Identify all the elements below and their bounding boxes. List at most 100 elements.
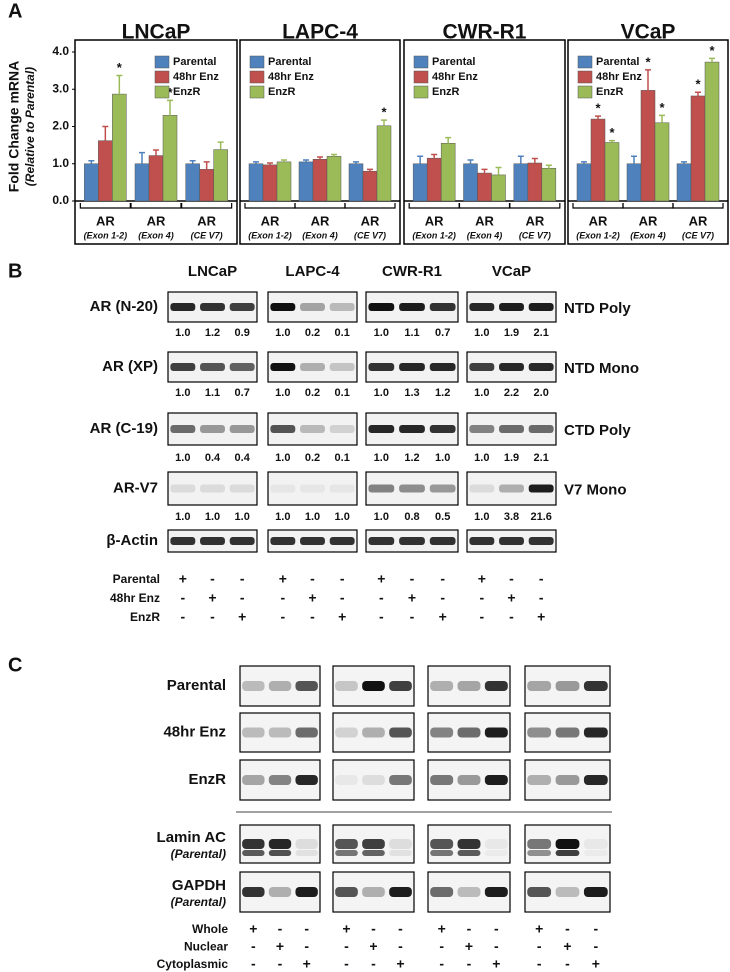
blot-band bbox=[389, 887, 412, 897]
legend-swatch bbox=[577, 70, 593, 84]
condition-sign: - bbox=[210, 609, 215, 625]
condition-label: 48hr Enz bbox=[110, 591, 160, 605]
legend-swatch bbox=[413, 55, 429, 69]
blot-band bbox=[229, 303, 255, 311]
error-bar bbox=[595, 115, 601, 120]
fraction-sign: - bbox=[304, 921, 309, 937]
blot-band bbox=[527, 839, 552, 849]
legend-label: EnzR bbox=[432, 86, 460, 98]
x-tick-label: AR bbox=[689, 213, 708, 228]
blot-label: AR-V7 bbox=[113, 479, 158, 496]
fraction-sign: - bbox=[251, 938, 256, 954]
fraction-sign: - bbox=[371, 956, 376, 972]
blot-band bbox=[484, 850, 508, 856]
bar bbox=[326, 156, 342, 202]
blot-band bbox=[368, 484, 395, 493]
fraction-label: Cytoplasmic bbox=[157, 957, 229, 971]
fraction-sign: - bbox=[593, 938, 598, 954]
blot-label: Lamin AC bbox=[157, 829, 227, 846]
blot-band bbox=[469, 303, 495, 311]
category-bracket bbox=[79, 203, 131, 209]
quantification: 0.5 bbox=[435, 511, 450, 523]
bar bbox=[84, 163, 99, 202]
error-bar bbox=[281, 159, 287, 162]
error-bar bbox=[167, 99, 173, 116]
blot-band bbox=[300, 303, 325, 311]
blot-band bbox=[399, 425, 425, 433]
blot-band bbox=[335, 887, 358, 897]
cell-line-label: VCaP bbox=[492, 263, 531, 280]
blot-band bbox=[499, 484, 524, 493]
chart-frame bbox=[403, 39, 566, 245]
blot-label: GAPDH bbox=[172, 877, 226, 894]
legend-label: 48hr Enz bbox=[432, 71, 478, 83]
condition-sign: + bbox=[537, 609, 545, 625]
bar bbox=[491, 174, 506, 202]
condition-sign: - bbox=[340, 571, 345, 587]
condition-sign: + bbox=[377, 571, 385, 587]
quantification: 0.2 bbox=[305, 452, 320, 464]
significance-mark: * bbox=[609, 125, 615, 140]
legend-label: 48hr Enz bbox=[173, 71, 219, 83]
bar bbox=[376, 125, 392, 202]
x-tick-note: (Exon 4) bbox=[138, 230, 174, 240]
condition-sign: - bbox=[310, 571, 315, 587]
bar bbox=[112, 93, 127, 202]
chart-frame bbox=[74, 39, 238, 245]
blot-band bbox=[527, 681, 552, 691]
blot-band bbox=[389, 681, 412, 691]
legend-swatch bbox=[154, 70, 170, 84]
blot-band bbox=[399, 484, 425, 493]
error-bar bbox=[695, 91, 701, 96]
bar bbox=[604, 142, 620, 202]
bar bbox=[590, 118, 606, 202]
quantification: 0.4 bbox=[235, 452, 251, 464]
blot-band bbox=[457, 887, 481, 897]
blot-band bbox=[555, 887, 580, 897]
x-tick-label: AR bbox=[425, 213, 444, 228]
quantification: 1.0 bbox=[335, 511, 350, 523]
quantification: 1.9 bbox=[504, 452, 519, 464]
blot-band bbox=[170, 537, 196, 545]
fraction-label: Whole bbox=[192, 922, 228, 936]
bar bbox=[276, 161, 292, 202]
blot-band bbox=[229, 537, 255, 545]
quantification: 1.1 bbox=[205, 387, 220, 399]
blot-band bbox=[555, 850, 580, 856]
blot-band bbox=[389, 850, 412, 856]
quantification: 1.0 bbox=[374, 452, 389, 464]
blot-label: AR (C-19) bbox=[90, 420, 158, 437]
blot-band bbox=[335, 681, 358, 691]
fraction-sign: - bbox=[344, 956, 349, 972]
blot-band bbox=[270, 484, 296, 493]
legend-swatch bbox=[249, 70, 265, 84]
fraction-sign: - bbox=[398, 921, 403, 937]
error-bar bbox=[381, 119, 387, 126]
blot-band bbox=[484, 775, 508, 785]
blot-band bbox=[430, 681, 454, 691]
x-tick-note: (Exon 1-2) bbox=[412, 230, 456, 240]
bar bbox=[348, 163, 364, 202]
bar bbox=[148, 155, 164, 202]
blot-band bbox=[430, 727, 454, 738]
error-bar bbox=[659, 114, 665, 123]
cell-line-label: LAPC-4 bbox=[285, 263, 340, 280]
blot-band bbox=[484, 681, 508, 691]
y-tick-label: 4.0 bbox=[52, 44, 69, 58]
blot-background bbox=[365, 471, 459, 506]
bar bbox=[298, 161, 314, 202]
condition-sign: - bbox=[509, 609, 514, 625]
quantification: 1.0 bbox=[175, 511, 190, 523]
bar bbox=[513, 163, 529, 202]
error-bar bbox=[517, 155, 524, 164]
blot-band bbox=[229, 425, 255, 433]
fraction-sign: - bbox=[278, 956, 283, 972]
x-tick-note: (CE V7) bbox=[191, 230, 223, 240]
blot-background bbox=[167, 471, 258, 506]
blot-band bbox=[583, 681, 608, 691]
quantification: 1.0 bbox=[275, 511, 290, 523]
legend-label: 48hr Enz bbox=[596, 71, 642, 83]
blot-band bbox=[170, 484, 196, 493]
blot-band bbox=[295, 839, 318, 849]
bar bbox=[690, 95, 706, 202]
